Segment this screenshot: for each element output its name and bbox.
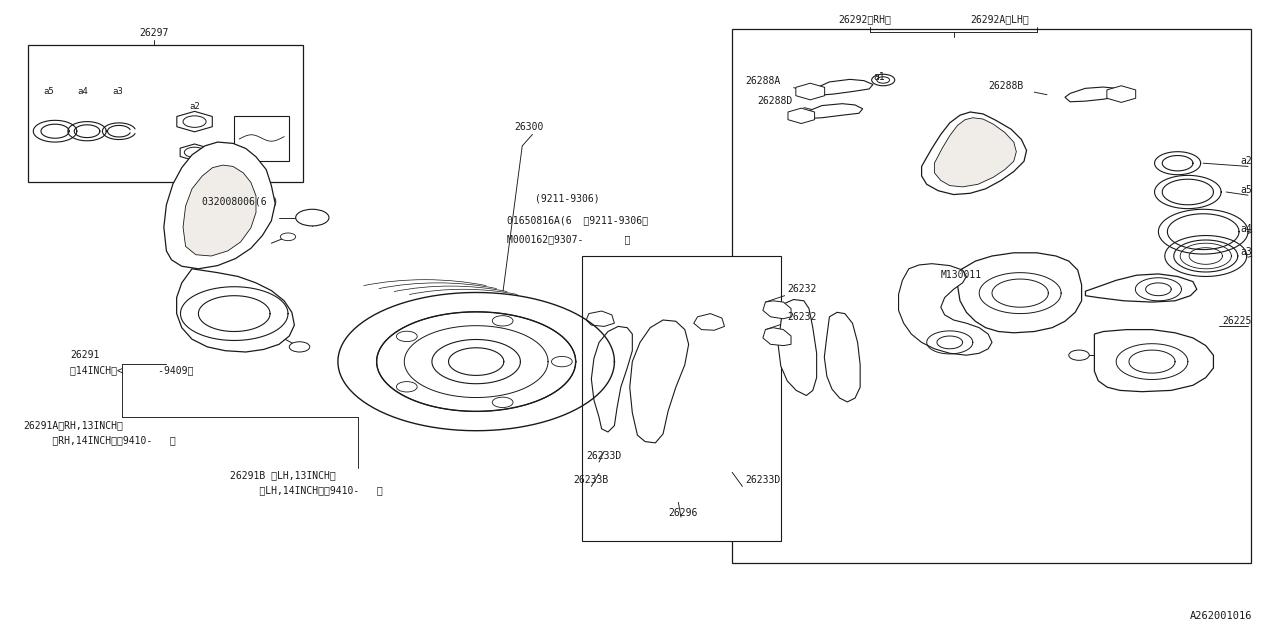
Polygon shape xyxy=(164,142,275,269)
Circle shape xyxy=(1069,350,1089,360)
Polygon shape xyxy=(763,328,791,346)
Bar xyxy=(582,256,781,541)
Polygon shape xyxy=(824,312,860,402)
Circle shape xyxy=(296,209,329,226)
Polygon shape xyxy=(180,144,209,161)
Text: 26232: 26232 xyxy=(787,312,817,322)
Bar xyxy=(28,45,303,182)
Text: 26288A: 26288A xyxy=(745,76,781,86)
Polygon shape xyxy=(796,83,824,100)
Bar xyxy=(732,29,1251,563)
Text: a5: a5 xyxy=(1240,185,1252,195)
Text: 26288D: 26288D xyxy=(758,95,794,106)
Polygon shape xyxy=(804,104,863,118)
Text: 26292〈RH〉: 26292〈RH〉 xyxy=(838,14,891,24)
Circle shape xyxy=(183,116,206,127)
Text: a4: a4 xyxy=(1240,223,1252,234)
Polygon shape xyxy=(694,314,724,330)
Circle shape xyxy=(799,86,822,97)
Polygon shape xyxy=(177,269,294,352)
Text: (9211-9306): (9211-9306) xyxy=(535,193,599,204)
Circle shape xyxy=(397,381,417,392)
Text: M000162〈9307-       〉: M000162〈9307- 〉 xyxy=(507,234,630,244)
Polygon shape xyxy=(1065,87,1121,102)
Circle shape xyxy=(872,74,895,86)
Text: A262001016: A262001016 xyxy=(1189,611,1252,621)
Circle shape xyxy=(493,316,513,326)
Text: 26292A〈LH〉: 26292A〈LH〉 xyxy=(970,14,1029,24)
Text: M130011: M130011 xyxy=(941,270,982,280)
Circle shape xyxy=(1110,88,1133,100)
Text: 26232: 26232 xyxy=(787,284,817,294)
Polygon shape xyxy=(778,300,817,396)
Text: 26291A〈RH,13INCH〉: 26291A〈RH,13INCH〉 xyxy=(23,420,123,430)
Bar xyxy=(234,116,289,161)
Text: 26233B: 26233B xyxy=(573,475,609,485)
Circle shape xyxy=(552,356,572,367)
Polygon shape xyxy=(183,165,256,256)
Text: a1: a1 xyxy=(873,72,884,82)
Circle shape xyxy=(280,233,296,241)
Text: a5: a5 xyxy=(44,87,54,96)
Polygon shape xyxy=(763,301,791,319)
Text: 032008006(6 ): 032008006(6 ) xyxy=(202,196,279,206)
Text: a1: a1 xyxy=(189,164,200,173)
Polygon shape xyxy=(630,320,689,443)
Polygon shape xyxy=(922,112,1027,195)
Text: 26300: 26300 xyxy=(515,122,544,132)
Polygon shape xyxy=(899,264,992,355)
Text: 26288B: 26288B xyxy=(988,81,1024,91)
Polygon shape xyxy=(177,111,212,132)
Text: 26291B 〈LH,13INCH〉: 26291B 〈LH,13INCH〉 xyxy=(230,470,337,480)
Text: 〈LH,14INCH〉〈9410-   〉: 〈LH,14INCH〉〈9410- 〉 xyxy=(230,485,383,495)
Polygon shape xyxy=(586,311,614,326)
Polygon shape xyxy=(1107,86,1135,102)
Polygon shape xyxy=(591,326,632,432)
Polygon shape xyxy=(1085,274,1197,302)
Text: B: B xyxy=(310,213,315,222)
Text: a4: a4 xyxy=(78,87,88,96)
Polygon shape xyxy=(934,118,1016,187)
Polygon shape xyxy=(788,108,814,124)
Polygon shape xyxy=(813,79,873,95)
Circle shape xyxy=(493,397,513,408)
Text: 26233D: 26233D xyxy=(586,451,622,461)
Text: a2: a2 xyxy=(1240,156,1252,166)
Text: 01650816A(6  〈9211-9306〉: 01650816A(6 〈9211-9306〉 xyxy=(507,215,648,225)
Circle shape xyxy=(877,77,890,83)
Text: 〈RH,14INCH〉〈9410-   〉: 〈RH,14INCH〉〈9410- 〉 xyxy=(23,435,175,445)
Text: 〈14INCH〉<      -9409〉: 〈14INCH〉< -9409〉 xyxy=(70,365,193,375)
Polygon shape xyxy=(957,253,1082,333)
Text: a2: a2 xyxy=(189,102,200,111)
Circle shape xyxy=(184,147,205,157)
Circle shape xyxy=(791,111,812,121)
Text: 26296: 26296 xyxy=(668,508,698,518)
Text: 26291: 26291 xyxy=(70,349,100,360)
Text: 26297: 26297 xyxy=(140,28,168,38)
Polygon shape xyxy=(1094,330,1213,392)
Text: a3: a3 xyxy=(113,87,123,96)
Text: a3: a3 xyxy=(1240,247,1252,257)
Text: 26233D: 26233D xyxy=(745,475,781,485)
Circle shape xyxy=(289,342,310,352)
Text: 26225: 26225 xyxy=(1222,316,1252,326)
Circle shape xyxy=(397,332,417,342)
